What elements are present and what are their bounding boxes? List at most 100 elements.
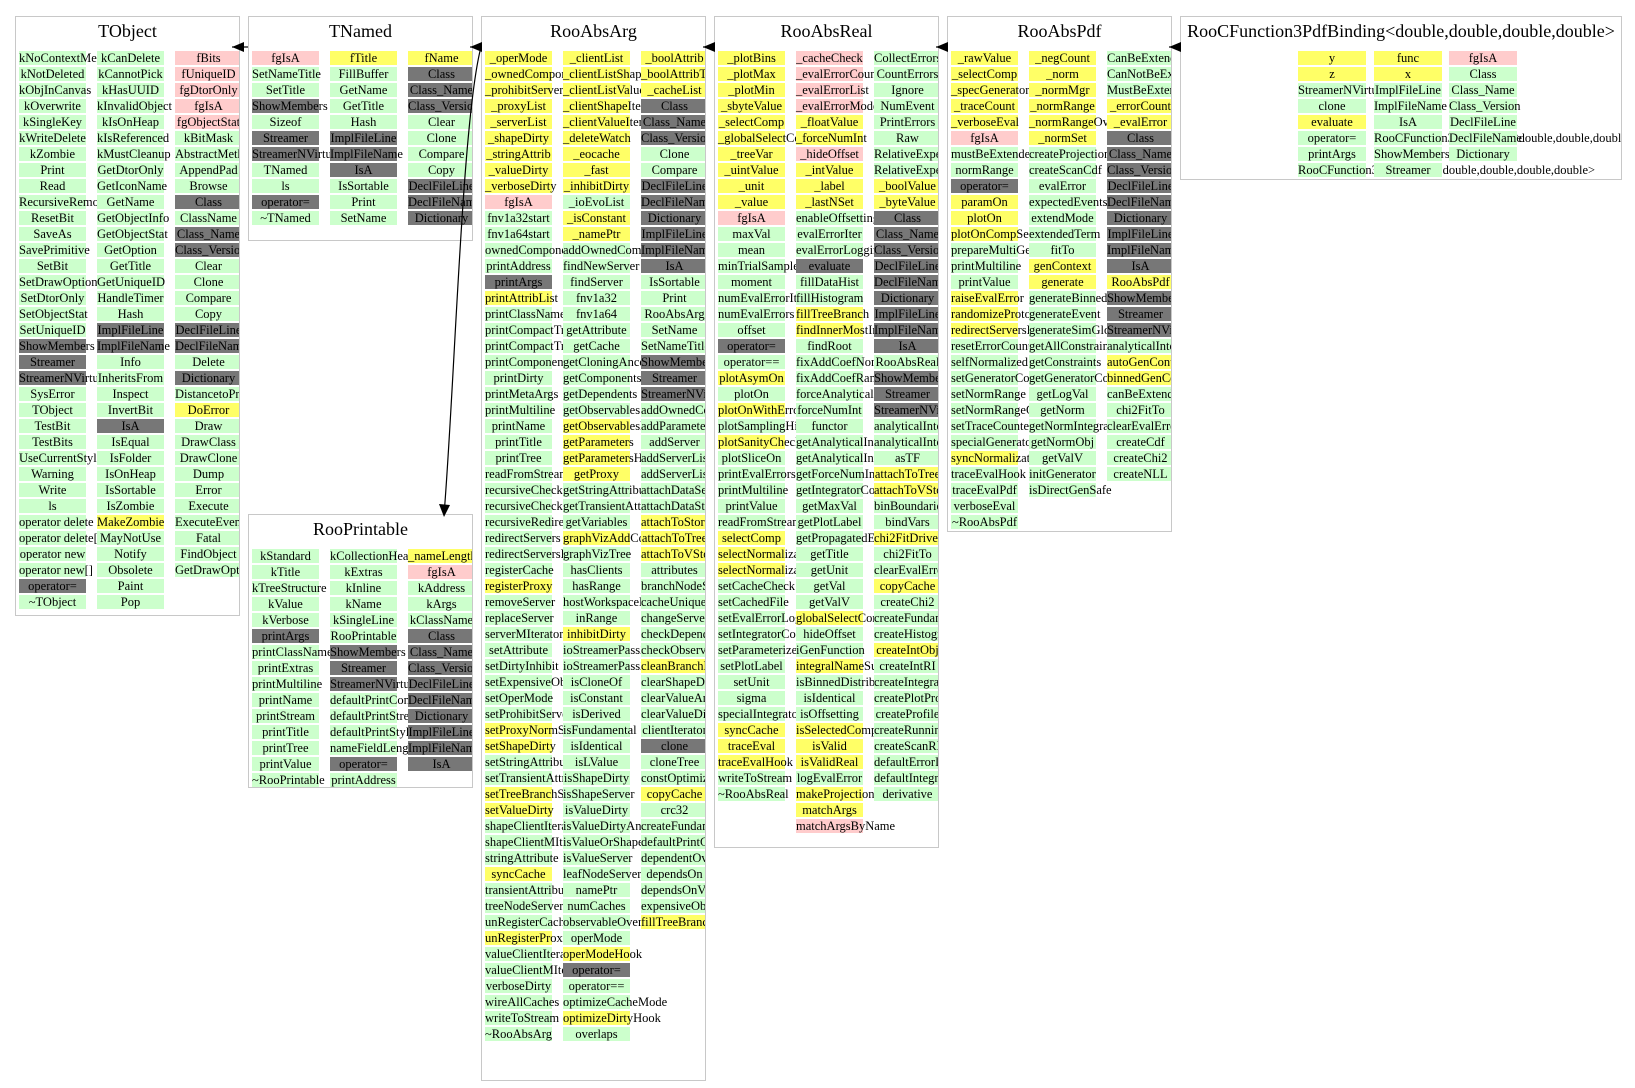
member-pop: Pop — [97, 595, 164, 609]
member-implfileline: ImplFileLine — [641, 227, 706, 241]
member-prohibitserverredirect: _prohibitServerRedirect — [485, 83, 606, 97]
member-setdrawoption: SetDrawOption — [19, 275, 98, 289]
member-removeserver: removeServer — [485, 595, 556, 609]
member-getallconstraints: getAllConstraints — [1029, 339, 1118, 353]
member-relativeexpected: RelativeExpected — [874, 147, 939, 161]
member-value: _value — [718, 195, 785, 209]
member-class-name: Class_Name — [1107, 147, 1172, 161]
member-settracecounter: setTraceCounter — [951, 419, 1034, 433]
member-setprohibitserverredirect: setProhibitServerRedirect — [485, 707, 615, 721]
member-executeevent: ExecuteEvent — [175, 515, 240, 529]
member-overlaps: overlaps — [563, 1027, 630, 1041]
member-redirectservershook: redirectServersHook — [951, 323, 1055, 337]
member-astf: asTF — [874, 451, 938, 465]
member-attachdataset: attachDataSet — [641, 483, 706, 497]
member-read: Read — [19, 179, 86, 193]
member-createhistogram: createHistogram — [874, 627, 938, 641]
member-setuniqueid: SetUniqueID — [19, 323, 86, 337]
member-class-version: Class_Version — [1107, 163, 1172, 177]
member-fgisa: fgIsA — [1449, 51, 1517, 65]
member-syncnormalization: syncNormalization — [951, 451, 1047, 465]
member-warning: Warning — [19, 467, 86, 481]
member-compare: Compare — [175, 291, 239, 305]
member-cannotbeextended: CanNotBeExtended — [1107, 67, 1171, 81]
member-implfileline: ImplFileLine — [97, 323, 164, 337]
member-column: kCanDelete kCannotPick kHasUUID kInvalidObj… — [97, 51, 172, 611]
member-binnedgencontext: binnedGenContext — [1107, 371, 1171, 385]
member-setname: SetName — [330, 211, 397, 225]
member-createplotprojection: createPlotProjection — [874, 691, 938, 705]
member-printcomponenttree: printComponentTree — [485, 355, 590, 369]
member-verboseeval: _verboseEval — [951, 115, 1020, 129]
member-class: Class — [1449, 67, 1517, 81]
member-nameptr: _namePtr — [563, 227, 630, 241]
member-isvalueserver: isValueServer — [563, 851, 633, 865]
member-registercache: registerCache — [485, 563, 554, 577]
member-recursiveremove: RecursiveRemove — [19, 195, 111, 209]
member-printclassname: printClassName — [252, 645, 333, 659]
member-filldatahist: fillDataHist — [796, 275, 863, 289]
member-cacheuniquesuffix: cacheUniqueSuffix — [641, 595, 706, 609]
member-createchi2: createChi2 — [1107, 451, 1171, 465]
member-func: func — [1374, 51, 1442, 65]
member-boolattrib: _boolAttrib — [641, 51, 705, 65]
member-resetbit: ResetBit — [19, 211, 86, 225]
member-setnametitle: SetNameTitle — [252, 67, 321, 81]
member-wireallcaches: wireAllCaches — [485, 995, 560, 1009]
member-tnamed: ~TNamed — [252, 211, 319, 225]
member-constoptimizeteststatistic: constOptimizeTestStatistic — [641, 771, 705, 785]
member-print: Print — [641, 291, 705, 305]
member-evalerrorloggingmode: evalErrorLoggingMode — [796, 243, 915, 257]
member-gettitle: getTitle — [796, 547, 863, 561]
member-isidentical: isIdentical — [563, 739, 630, 753]
member-rooabsreal: ~RooAbsReal — [718, 787, 789, 801]
member-printcompacttree: printCompactTree — [485, 323, 577, 337]
member-doerror: DoError — [175, 403, 239, 417]
member-tobject: TObject — [19, 403, 86, 417]
member-getobjectinfo: GetObjectInfo — [97, 211, 170, 225]
member-operator: operator= — [330, 757, 397, 771]
member-iostreamerpass2finalize: ioStreamerPass2Finalize — [563, 659, 687, 673]
member-inspect: Inspect — [97, 387, 164, 401]
member-streamernvirtual: StreamerNVirtual — [330, 677, 419, 691]
member-fgisa: fgIsA — [718, 211, 785, 225]
member-getcloningancestors: getCloningAncestors — [563, 355, 669, 369]
member-implfilename: ImplFileName — [408, 741, 472, 755]
member-defaultprintstream: defaultPrintStream — [330, 709, 425, 723]
class-box-rooprintable: RooPrintable kStandard kTitle kTreeStructur… — [248, 514, 473, 788]
member-verbosedirty: _verboseDirty — [485, 179, 557, 193]
member-addserverlist: addServerList — [641, 451, 706, 465]
member-fname: fName — [408, 51, 472, 65]
member-dictionary: Dictionary — [175, 371, 239, 385]
member-column: _negCount _norm _normMgr _normRange _normRan… — [1029, 51, 1138, 499]
member-createscancdf: createScanCdf — [1029, 163, 1102, 177]
member-declfileline: DeclFileLine — [1107, 179, 1172, 193]
member-findroot: findRoot — [796, 339, 863, 353]
member-implfileline: ImplFileLine — [1107, 227, 1172, 241]
member-hideoffset: _hideOffset — [796, 147, 863, 161]
member-class-version: Class_Version — [408, 99, 473, 113]
member-isequal: IsEqual — [97, 435, 164, 449]
member-clone: clone — [1298, 99, 1366, 113]
member-printcompacttreehook: printCompactTreeHook — [485, 339, 604, 353]
member-kzombie: kZombie — [19, 147, 86, 161]
member-isonheap: IsOnHeap — [97, 467, 164, 481]
member-isvaluedirty: isValueDirty — [563, 803, 630, 817]
member-streamer: Streamer — [1107, 307, 1171, 321]
member-getconstraints: getConstraints — [1029, 355, 1102, 369]
member-mintrialsamples: minTrialSamples — [718, 259, 804, 273]
member-operator-delete: operator delete — [19, 515, 94, 529]
member-column: func x ImplFileLine ImplFileName IsA RooCFunc… — [1374, 51, 1621, 179]
member-addserverlistcacheuniquesuffix: addServerListCacheUniqueSuffix — [641, 467, 705, 481]
member-stringattrib: _stringAttrib — [485, 147, 552, 161]
member-isa: IsA — [641, 259, 705, 273]
member-dictionary: Dictionary — [874, 291, 938, 305]
member-replaceserver: replaceServer — [485, 611, 554, 625]
member-printvalue: printValue — [718, 499, 785, 513]
member-fnv1a32start: fnv1a32start — [485, 211, 552, 225]
member-valuedirty: _valueDirty — [485, 163, 552, 177]
member-getparameters: getParameters — [563, 435, 634, 449]
member-isvalid: isValid — [796, 739, 863, 753]
member-collecterrors: CollectErrors — [874, 51, 939, 65]
member-printstream: printStream — [252, 709, 319, 723]
